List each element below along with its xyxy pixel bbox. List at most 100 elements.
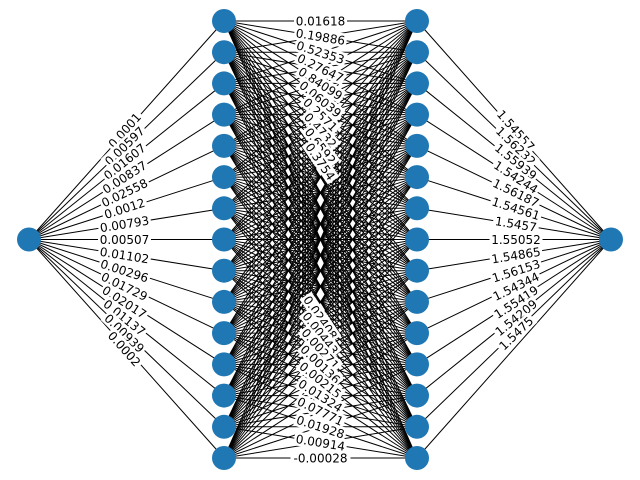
hidden-weight-top-5-bg bbox=[295, 76, 346, 122]
edge-1-13-0 bbox=[223, 20, 418, 428]
input-weight-13-bg bbox=[100, 309, 149, 357]
hidden1-node-11 bbox=[212, 352, 236, 377]
hidden-weight-top-0-group: 0.01618 bbox=[294, 14, 347, 29]
output-weight-13-bg bbox=[494, 312, 538, 355]
output-weight-11-bg bbox=[489, 281, 543, 323]
hidden1-node-3 bbox=[212, 102, 236, 127]
output-weight-5-bg bbox=[488, 193, 544, 224]
hidden-weight-top-0-bg bbox=[294, 14, 347, 28]
hidden1-node-0 bbox=[212, 9, 236, 33]
hidden-weight-top-4-bg bbox=[294, 63, 347, 104]
output-node-0 bbox=[599, 227, 623, 252]
input-weight-7: 0.00507 bbox=[100, 233, 150, 247]
hidden-weight-bottom-9-group: -0.00028 bbox=[290, 451, 351, 466]
hidden1-node-6 bbox=[212, 196, 236, 221]
hidden1-node-13 bbox=[212, 414, 236, 439]
input-weight-6-bg bbox=[97, 212, 152, 235]
hidden2-node-2 bbox=[405, 71, 429, 96]
output-weight-7-group: 1.55052 bbox=[489, 232, 543, 247]
hidden1-node-9 bbox=[212, 289, 236, 314]
hidden2-node-5 bbox=[405, 165, 429, 190]
hidden-weight-top-8-bg bbox=[300, 123, 341, 169]
input-weight-5-bg bbox=[100, 194, 149, 222]
input-weight-8-bg bbox=[97, 244, 152, 267]
output-weight-1-bg bbox=[492, 122, 540, 170]
hidden2-node-11 bbox=[405, 352, 429, 377]
output-weight-0-bg bbox=[493, 105, 539, 155]
edge-1-14-0 bbox=[223, 20, 418, 459]
input-weight-2-bg bbox=[99, 139, 150, 184]
hidden2-node-10 bbox=[405, 321, 429, 346]
edge-1-12-0 bbox=[223, 20, 418, 396]
input-weight-1-bg bbox=[100, 122, 149, 170]
hidden1-node-14 bbox=[212, 446, 236, 470]
input-weight-7-bg bbox=[98, 232, 151, 247]
hidden1-node-5 bbox=[212, 165, 236, 190]
input-weight-12-bg bbox=[99, 295, 150, 340]
hidden1-node-8 bbox=[212, 258, 236, 283]
edge-2-14-0 bbox=[416, 239, 612, 459]
hidden1-node-12 bbox=[212, 383, 236, 408]
hidden-weight-bottom-5-bg bbox=[294, 375, 347, 416]
hidden-weight-bottom-6-bg bbox=[293, 393, 348, 430]
hidden2-node-0 bbox=[405, 9, 429, 33]
output-weight-8-bg bbox=[488, 243, 544, 267]
hidden2-node-9 bbox=[405, 289, 429, 314]
edge-1-11-0 bbox=[223, 20, 418, 365]
hidden1-node-10 bbox=[212, 321, 236, 346]
input-weight-11-bg bbox=[98, 281, 151, 323]
hidden-weight-top-7-bg bbox=[300, 108, 341, 153]
output-weight-7: 1.55052 bbox=[491, 233, 541, 247]
hidden-weight-top-0: 0.01618 bbox=[296, 15, 346, 29]
output-weight-6-bg bbox=[492, 213, 540, 235]
input-weight-0-bg bbox=[103, 108, 146, 153]
edge-1-14-2 bbox=[223, 83, 418, 459]
output-weight-4-bg bbox=[489, 174, 543, 211]
hidden2-node-1 bbox=[405, 40, 429, 65]
input-weight-14-bg bbox=[103, 326, 146, 371]
edge-1-10-0 bbox=[223, 20, 418, 334]
hidden-weight-top-3-bg bbox=[293, 49, 348, 86]
hidden2-node-4 bbox=[405, 133, 429, 158]
hidden-weight-bottom-1-bg bbox=[298, 307, 343, 359]
edge-1-14-4 bbox=[223, 145, 418, 459]
output-weight-2-bg bbox=[490, 139, 542, 184]
hidden2-node-13 bbox=[405, 414, 429, 439]
output-weight-9-bg bbox=[488, 255, 544, 286]
hidden1-node-4 bbox=[212, 133, 236, 158]
hidden-weight-bottom-9-bg bbox=[290, 451, 351, 465]
hidden2-node-8 bbox=[405, 258, 429, 283]
hidden2-node-6 bbox=[405, 196, 429, 221]
hidden-weight-bottom-4-bg bbox=[295, 357, 346, 403]
input-node-0 bbox=[17, 227, 41, 252]
hidden1-node-2 bbox=[212, 71, 236, 96]
hidden-weight-bottom-9: -0.00028 bbox=[294, 452, 348, 466]
output-weight-10-bg bbox=[489, 268, 543, 305]
hidden-weight-bottom-3-bg bbox=[296, 340, 345, 388]
output-weight-7-bg bbox=[489, 232, 543, 247]
edge-1-14-3 bbox=[223, 114, 418, 459]
hidden-weight-top-2-bg bbox=[293, 37, 348, 68]
output-weight-12-bg bbox=[490, 295, 542, 340]
hidden-weight-top-9-bg bbox=[301, 138, 340, 185]
hidden2-node-14 bbox=[405, 446, 429, 470]
hidden2-node-7 bbox=[405, 227, 429, 252]
input-weight-7-group: 0.00507 bbox=[98, 232, 151, 247]
hidden-weight-bottom-0-bg bbox=[299, 291, 342, 344]
hidden-weight-top-1-bg bbox=[293, 25, 348, 48]
edge-1-14-1 bbox=[223, 51, 418, 459]
hidden1-node-1 bbox=[212, 40, 236, 65]
hidden2-node-3 bbox=[405, 102, 429, 127]
hidden-weight-bottom-2-bg bbox=[297, 324, 344, 374]
hidden-weight-bottom-8-bg bbox=[293, 431, 348, 454]
input-weight-3-bg bbox=[98, 156, 151, 198]
input-weight-10-bg bbox=[97, 268, 152, 305]
output-weight-6: 1.5457 bbox=[494, 214, 538, 234]
input-weight-4-bg bbox=[97, 174, 152, 211]
hidden-weight-bottom-7-bg bbox=[293, 411, 348, 442]
nodes-layer bbox=[17, 9, 623, 470]
hidden2-node-12 bbox=[405, 383, 429, 408]
input-weight-9-bg bbox=[97, 255, 152, 286]
hidden1-node-7 bbox=[212, 227, 236, 252]
